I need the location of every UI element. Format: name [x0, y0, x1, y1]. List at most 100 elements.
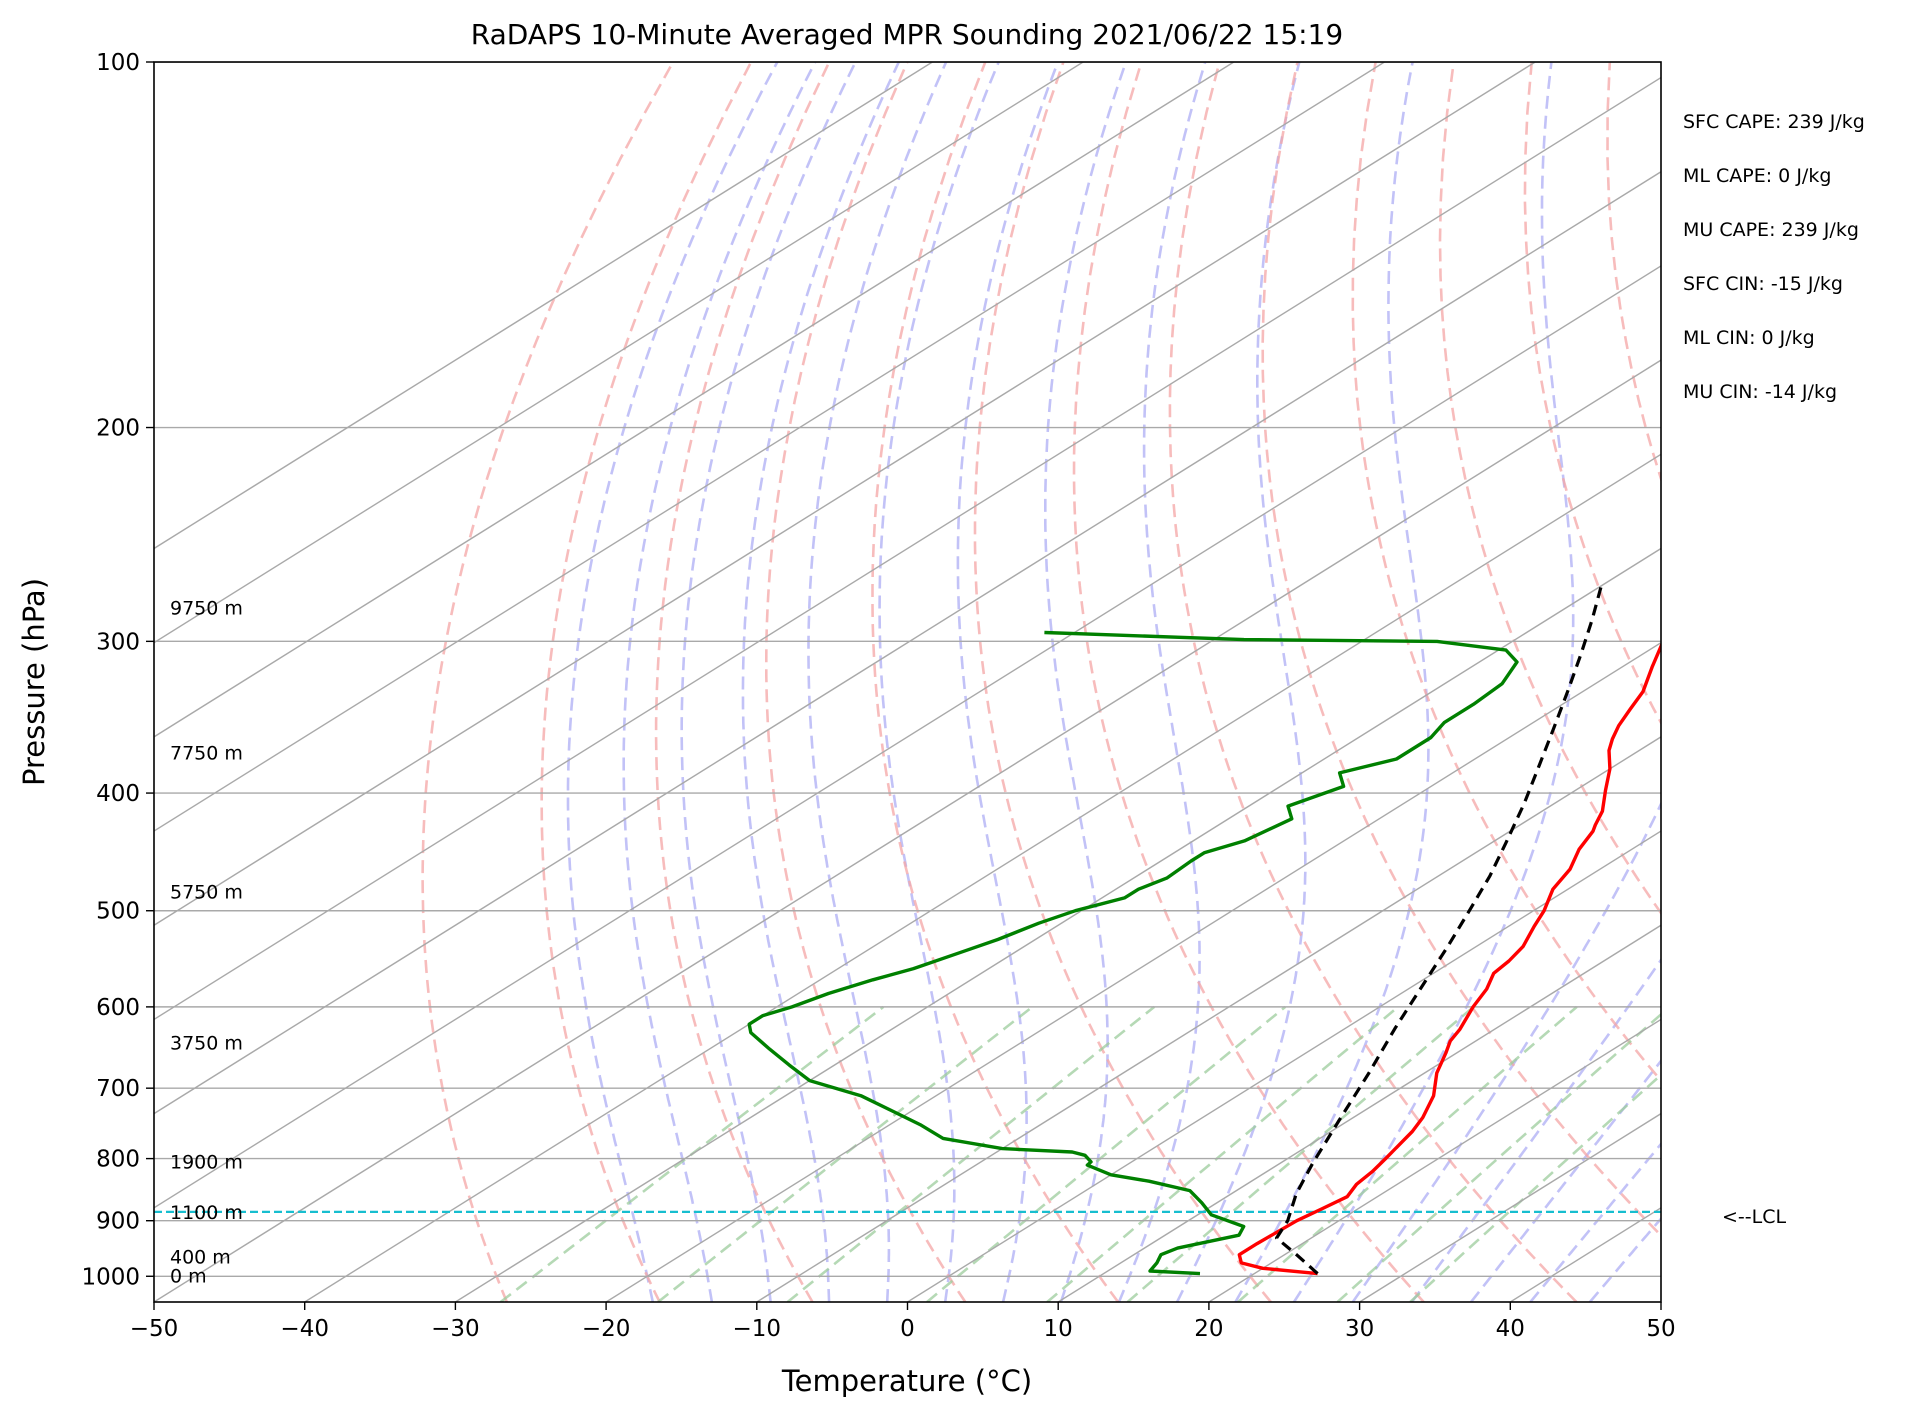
mixing-ratio-line [1409, 1073, 1661, 1302]
stat-line: MU CIN: -14 J/kg [1683, 381, 1837, 403]
x-tick-label: 40 [1496, 1316, 1525, 1342]
x-axis: −50 −40 −30 −20 −10 0 10 20 30 40 50 [130, 1302, 1676, 1342]
moist-adiabat [956, 62, 1060, 1302]
isotherm [154, 359, 1661, 1302]
dry-adiabat [764, 62, 967, 1302]
height-label: 1100 m [170, 1202, 243, 1224]
lcl-label: <--LCL [1722, 1206, 1786, 1228]
plot-frame [153, 61, 1662, 1303]
dry-adiabat [1351, 62, 1661, 1083]
height-label: 9750 m [170, 598, 243, 620]
dry-adiabat [1688, 62, 1911, 1302]
series-group [747, 585, 1661, 1276]
x-axis-label: Temperature (°C) [781, 1364, 1032, 1398]
dewpoint-profile [747, 630, 1519, 1276]
x-tick-label: −20 [582, 1316, 631, 1342]
y-tick-label: 200 [96, 416, 140, 442]
dry-adiabat [1168, 62, 1578, 1302]
x-tick-label: 20 [1194, 1316, 1223, 1342]
y-axis-label: Pressure (hPa) [17, 578, 51, 786]
moist-adiabat [1351, 800, 1661, 1302]
moist-adiabat [622, 62, 817, 1302]
stat-line: SFC CIN: -15 J/kg [1683, 273, 1843, 295]
isotherm [756, 736, 1661, 1302]
dry-adiabat [1072, 62, 1425, 1302]
isotherm [154, 62, 1084, 644]
isotherm [154, 62, 1235, 738]
isotherm [1359, 1112, 1661, 1302]
moist-adiabat [878, 62, 1000, 1302]
mixing-ratio-lines [499, 1005, 1661, 1302]
stats-panel: SFC CAPE: 239 J/kg ML CAPE: 0 J/kg MU CAPE… [1683, 111, 1865, 403]
dry-adiabat [1261, 62, 1661, 1238]
mixing-ratio-line [1336, 1012, 1661, 1302]
y-tick-label: 100 [96, 50, 140, 76]
x-tick-label: 0 [900, 1316, 915, 1342]
y-tick-label: 900 [96, 1209, 140, 1235]
y-tick-label: 400 [96, 781, 140, 807]
mixing-ratio-line [1046, 1005, 1399, 1302]
isotherm [1057, 924, 1661, 1302]
stat-line: MU CAPE: 239 J/kg [1683, 219, 1859, 241]
isotherm [154, 265, 1661, 1209]
dry-adiabat [421, 62, 675, 1302]
isotherm [154, 62, 1536, 927]
moist-adiabats [566, 62, 1661, 1302]
x-tick-label: 10 [1044, 1316, 1073, 1342]
x-tick-label: −50 [130, 1316, 179, 1342]
height-label: 5750 m [170, 881, 243, 903]
height-label: 1900 m [170, 1152, 243, 1174]
dry-adiabat [1766, 62, 1911, 1302]
dry-adiabat [1606, 62, 1661, 483]
dry-adiabat [1438, 62, 1661, 916]
x-tick-label: 50 [1646, 1316, 1675, 1342]
y-tick-label: 300 [96, 629, 140, 655]
mixing-ratio-line [926, 1005, 1287, 1302]
mixing-ratio-line [499, 1005, 885, 1302]
isotherm [455, 547, 1661, 1302]
moist-adiabat [1469, 1058, 1661, 1302]
height-label: 0 m [170, 1265, 207, 1287]
height-label: 400 m [170, 1246, 231, 1268]
isotherm [154, 62, 933, 550]
isotherm [304, 453, 1661, 1302]
isotherm [907, 830, 1661, 1302]
y-tick-label: 800 [96, 1147, 140, 1173]
x-tick-label: −40 [280, 1316, 329, 1342]
dry-adiabat [973, 62, 1272, 1302]
dry-adiabat [654, 62, 831, 1302]
height-label: 3750 m [170, 1032, 243, 1054]
y-axis: 100 200 300 400 500 600 700 800 900 1000 [81, 50, 154, 1290]
x-tick-label: 30 [1345, 1316, 1374, 1342]
mixing-ratio-line [657, 1005, 1034, 1302]
dry-adiabat [871, 62, 1120, 1302]
mixing-ratio-line [1237, 1005, 1578, 1302]
isotherm [154, 76, 1661, 1021]
isotherm [1208, 1018, 1661, 1302]
moist-adiabat [566, 62, 779, 1302]
x-tick-label: −10 [733, 1316, 782, 1342]
y-tick-label: 500 [96, 899, 140, 925]
stat-line: ML CAPE: 0 J/kg [1683, 165, 1831, 187]
isotherm [1660, 1301, 1661, 1302]
moist-adiabat [807, 62, 948, 1302]
isotherm [605, 641, 1661, 1302]
stat-line: SFC CAPE: 239 J/kg [1683, 111, 1865, 133]
stat-line: ML CIN: 0 J/kg [1683, 327, 1815, 349]
isotherm [154, 62, 1385, 832]
plot-area [154, 62, 1911, 1302]
isotherms [154, 62, 1661, 1302]
moist-adiabat [680, 62, 857, 1302]
moist-adiabat [1117, 62, 1207, 1302]
moist-adiabat [1234, 62, 1430, 1302]
x-tick-label: −30 [431, 1316, 480, 1342]
temperature-profile [1237, 641, 1661, 1276]
y-tick-label: 700 [96, 1076, 140, 1102]
mixing-ratio-line [786, 1005, 1156, 1302]
pressure-gridlines [154, 62, 1661, 1277]
chart-title: RaDAPS 10-Minute Averaged MPR Sounding 2… [471, 18, 1343, 51]
height-label: 7750 m [170, 742, 243, 764]
y-tick-label: 1000 [81, 1264, 140, 1290]
moist-adiabat [741, 62, 900, 1302]
